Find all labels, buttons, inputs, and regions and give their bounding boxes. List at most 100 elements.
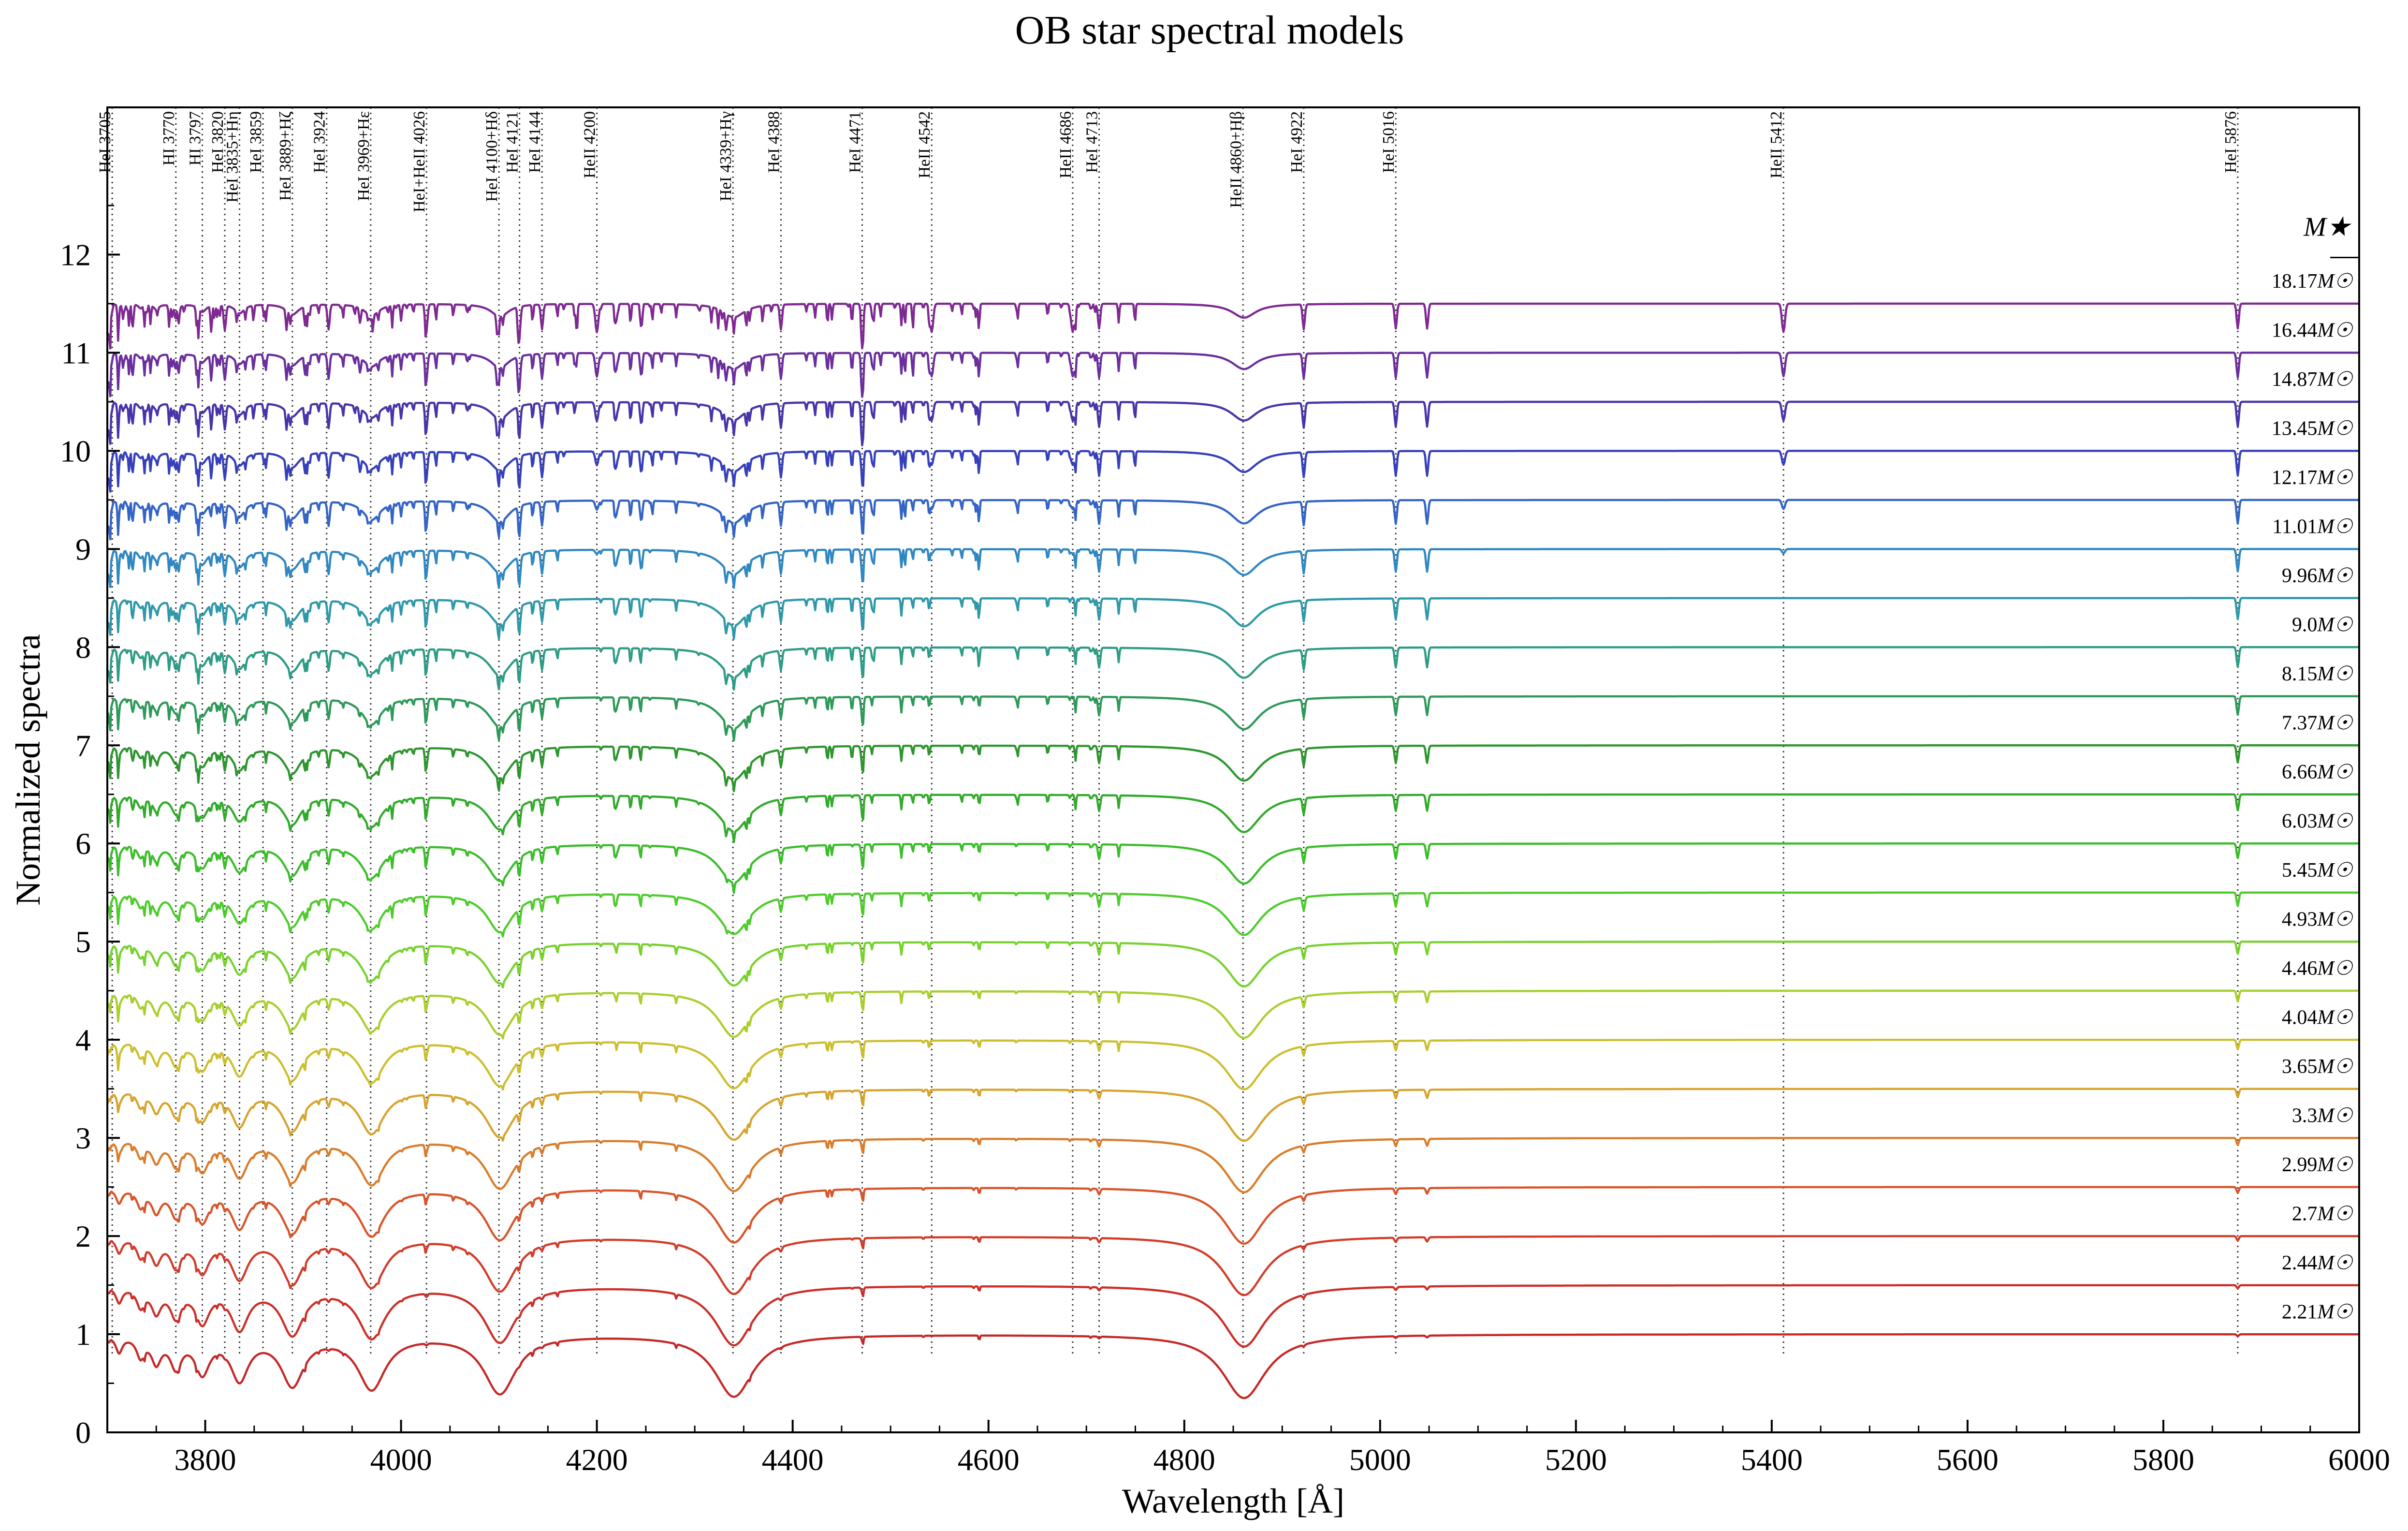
- line-label-4686: HeII 4686: [1057, 111, 1075, 178]
- legend-unit: M☉: [2317, 320, 2353, 342]
- legend-unit: M☉: [2317, 859, 2353, 882]
- legend-value: 4.93: [2282, 908, 2318, 930]
- y-tick-label-2: 2: [75, 1219, 91, 1253]
- line-label-4713: HeI 4713: [1083, 111, 1101, 173]
- legend-unit: M☉: [2317, 565, 2353, 587]
- legend-entry-13.45: 13.45M☉: [2272, 418, 2353, 440]
- legend-value: 13.45: [2272, 418, 2318, 440]
- line-label-4026: HeI+HeII 4026: [410, 111, 428, 212]
- legend-value: 14.87: [2272, 368, 2318, 391]
- legend-title: M★: [2303, 212, 2352, 242]
- y-tick-label-9: 9: [75, 532, 91, 566]
- legend-layer: M★2.21M☉2.44M☉2.7M☉2.99M☉3.3M☉3.65M☉4.04…: [2272, 212, 2359, 1323]
- line-label-4922: HeI 4922: [1288, 111, 1306, 173]
- legend-unit: M☉: [2317, 516, 2353, 538]
- legend-unit: M☉: [2317, 663, 2353, 685]
- legend-entry-3.3: 3.3M☉: [2292, 1104, 2353, 1127]
- legend-unit: M☉: [2317, 1104, 2353, 1127]
- y-tick-label-11: 11: [61, 336, 91, 370]
- y-tick-label-7: 7: [75, 728, 91, 763]
- y-tick-label-8: 8: [75, 630, 91, 664]
- legend-unit: M☉: [2317, 1252, 2353, 1274]
- legend-unit: M☉: [2317, 1154, 2353, 1176]
- series-line-11.01: [107, 548, 2360, 589]
- legend-value: 7.37: [2282, 712, 2318, 735]
- x-tick-label-5000: 5000: [1349, 1443, 1411, 1477]
- series-line-7.37: [106, 744, 2360, 793]
- legend-entry-4.93: 4.93M☉: [2282, 908, 2353, 930]
- y-tick-label-4: 4: [75, 1023, 91, 1057]
- series-line-9.0: [107, 646, 2360, 691]
- legend-entry-3.65: 3.65M☉: [2282, 1056, 2353, 1078]
- legend-value: 3.3: [2292, 1104, 2318, 1127]
- legend-entry-2.99: 2.99M☉: [2282, 1154, 2353, 1176]
- y-tick-label-6: 6: [75, 826, 91, 861]
- series-line-2.44: [106, 1284, 2360, 1348]
- legend-value: 9.96: [2282, 565, 2318, 587]
- legend-value: 4.46: [2282, 957, 2318, 980]
- legend-unit: M☉: [2317, 467, 2353, 489]
- legend-entry-6.66: 6.66M☉: [2282, 761, 2353, 783]
- legend-value: 2.99: [2282, 1154, 2318, 1176]
- legend-value: 18.17: [2272, 270, 2318, 293]
- series-line-3.65: [106, 1088, 2360, 1142]
- line-label-3859: HeI 3859: [247, 111, 265, 173]
- series-line-4.46: [106, 989, 2360, 1040]
- legend-unit: M☉: [2317, 1006, 2353, 1029]
- legend-entry-2.21: 2.21M☉: [2282, 1301, 2353, 1323]
- x-tick-label-5600: 5600: [1937, 1443, 1999, 1477]
- legend-value: 6.66: [2282, 761, 2318, 783]
- legend-value: 9.0: [2292, 614, 2318, 636]
- x-axis-label: Wavelength [Å]: [1122, 1482, 1344, 1520]
- legend-value: 2.44: [2282, 1252, 2318, 1274]
- axis-layer: 3800 4000 4200 4400 4600 4800 5000 5200 5400 5600…: [60, 205, 2390, 1477]
- legend-value: 4.04: [2282, 1006, 2318, 1029]
- legend-unit: M☉: [2317, 810, 2353, 832]
- series-line-2.21: [106, 1333, 2360, 1399]
- x-tick-label-3800: 3800: [175, 1443, 236, 1477]
- y-tick-label-1: 1: [75, 1317, 91, 1352]
- legend-entry-11.01: 11.01M☉: [2272, 516, 2353, 538]
- line-label-5876: HeI 5876: [2222, 111, 2240, 173]
- y-tick-label-0: 0: [75, 1415, 91, 1450]
- legend-unit: M☉: [2317, 614, 2353, 636]
- line-label-3924: HeI 3924: [311, 111, 329, 173]
- legend-entry-12.17: 12.17M☉: [2272, 467, 2353, 489]
- line-label-3797: HI 3797: [186, 111, 204, 165]
- legend-entry-6.03: 6.03M☉: [2282, 810, 2353, 832]
- series-line-2.99: [106, 1186, 2360, 1245]
- legend-entry-2.7: 2.7M☉: [2292, 1203, 2353, 1225]
- legend-unit: M☉: [2317, 957, 2353, 980]
- legend-unit: M☉: [2317, 1301, 2353, 1323]
- line-label-4542: HeII 4542: [916, 111, 934, 178]
- series-line-9.96: [107, 597, 2360, 640]
- legend-unit: M☉: [2317, 908, 2353, 930]
- legend-entry-5.45: 5.45M☉: [2282, 859, 2353, 882]
- line-label-4471: HeI 4471: [846, 111, 864, 173]
- series-line-6.66: [106, 793, 2360, 843]
- y-tick-label-5: 5: [75, 925, 91, 959]
- legend-entry-4.04: 4.04M☉: [2282, 1006, 2353, 1029]
- legend-value: 12.17: [2272, 467, 2318, 489]
- series-line-12.17: [107, 499, 2360, 541]
- legend-value: 11.01: [2272, 516, 2317, 538]
- legend-unit: M☉: [2317, 712, 2353, 735]
- legend-entry-18.17: 18.17M☉: [2272, 270, 2353, 293]
- legend-unit: M☉: [2317, 368, 2353, 391]
- legend-unit: M☉: [2317, 1203, 2353, 1225]
- series-line-8.15: [106, 695, 2360, 742]
- line-label-4860: HeII 4860+Hβ: [1227, 111, 1245, 208]
- series-layer: [106, 302, 2360, 1399]
- x-tick-label-4400: 4400: [762, 1443, 824, 1477]
- series-line-6.03: [106, 842, 2360, 894]
- legend-entry-4.46: 4.46M☉: [2282, 957, 2353, 980]
- line-label-4388: HeI 4388: [765, 111, 783, 173]
- legend-value: 5.45: [2282, 859, 2318, 882]
- series-line-3.3: [106, 1136, 2360, 1193]
- legend-entry-16.44: 16.44M☉: [2272, 320, 2353, 342]
- series-line-16.44: [107, 352, 2360, 398]
- legend-value: 3.65: [2282, 1056, 2318, 1078]
- legend-entry-9.96: 9.96M☉: [2282, 565, 2353, 587]
